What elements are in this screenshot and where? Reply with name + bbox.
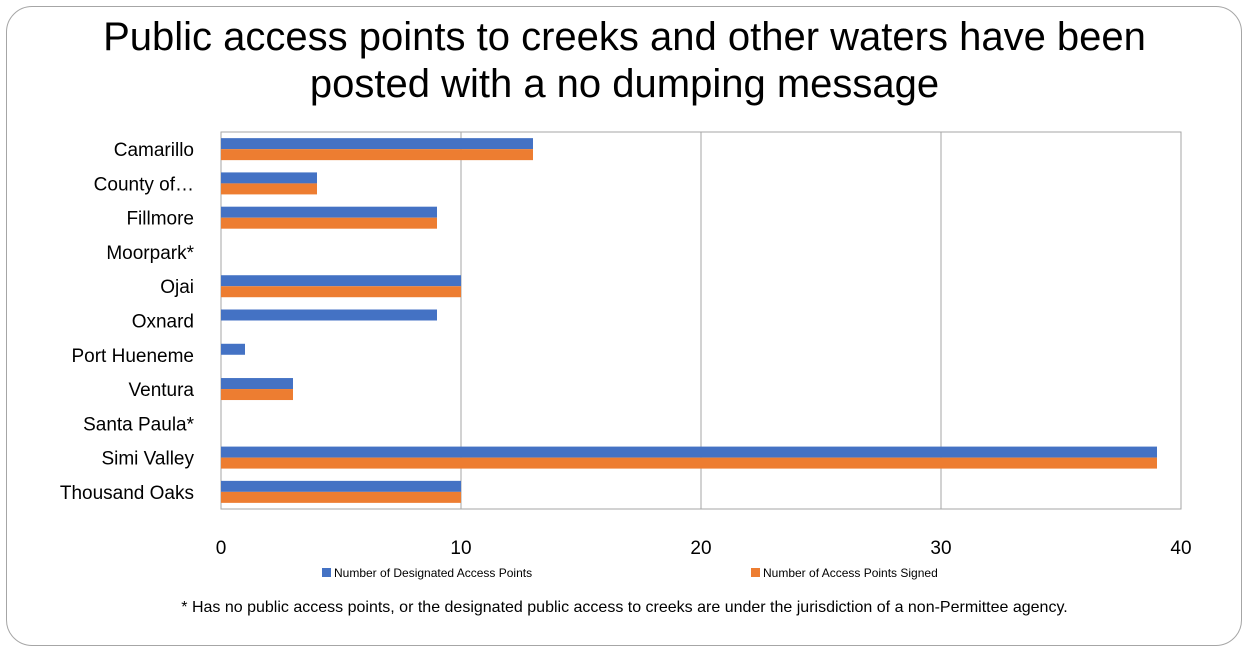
- bar-designated: [221, 446, 1157, 458]
- y-category-label: Camarillo: [114, 140, 194, 161]
- y-category-label: Ventura: [129, 380, 195, 401]
- bar-designated: [221, 378, 293, 390]
- bar-designated: [221, 275, 461, 287]
- bar-designated: [221, 172, 317, 184]
- chart-title-line-1: Public access points to creeks and other…: [103, 15, 1146, 59]
- y-category-label: Oxnard: [132, 312, 194, 333]
- bar-signed: [221, 491, 461, 503]
- chart-footnote: * Has no public access points, or the de…: [181, 599, 1068, 616]
- bar-signed: [221, 286, 461, 298]
- legend-label: Number of Access Points Signed: [763, 566, 938, 580]
- chart-frame: [6, 6, 1242, 646]
- x-tick-label: 0: [216, 538, 227, 559]
- y-category-label: Moorpark*: [106, 243, 194, 264]
- legend-swatch: [322, 568, 331, 577]
- x-tick-label: 20: [690, 538, 711, 559]
- y-category-label: Ojai: [160, 277, 194, 298]
- chart-title-line-2: posted with a no dumping message: [309, 62, 940, 106]
- bar-designated: [221, 343, 245, 355]
- chart-title: Public access points to creeks and other…: [0, 14, 1249, 108]
- x-tick-label: 30: [930, 538, 951, 559]
- y-category-label: Port Hueneme: [71, 346, 194, 367]
- bar-signed: [221, 149, 533, 161]
- bar-designated: [221, 138, 533, 150]
- bar-designated: [221, 206, 437, 218]
- bar-signed: [221, 389, 293, 401]
- bar-signed: [221, 217, 437, 229]
- x-tick-label: 40: [1170, 538, 1191, 559]
- y-category-label: County of…: [94, 174, 194, 195]
- bar-signed: [221, 457, 1157, 469]
- bar-designated: [221, 309, 437, 321]
- y-category-label: Santa Paula*: [83, 414, 195, 435]
- x-tick-label: 10: [450, 538, 471, 559]
- y-category-label: Simi Valley: [101, 449, 194, 470]
- y-category-label: Fillmore: [126, 209, 194, 230]
- bar-signed: [221, 183, 317, 195]
- bar-chart: 0 10 20 30 40 Camarillo County of… Fillmore Moor…: [60, 131, 1192, 580]
- bar-designated: [221, 480, 461, 492]
- y-category-label: Thousand Oaks: [60, 483, 194, 504]
- legend-label: Number of Designated Access Points: [334, 566, 532, 580]
- legend-swatch: [751, 568, 760, 577]
